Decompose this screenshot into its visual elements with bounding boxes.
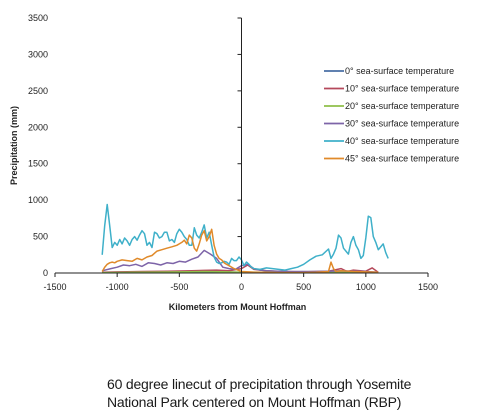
precipitation-chart: 0 500 1000 1500 2000 2500 3000 3500 -1500 -1000 -5… xyxy=(9,13,459,312)
y-tick-label: 500 xyxy=(33,232,48,242)
y-tick-label: 3500 xyxy=(28,13,48,23)
x-tick-label: 1000 xyxy=(356,282,376,292)
legend-label-0: 0° sea-surface temperature xyxy=(345,66,454,76)
y-axis-label: Precipitation (mm) xyxy=(9,106,19,185)
y-tick-label: 2000 xyxy=(28,122,48,132)
x-tick-label: -1500 xyxy=(43,282,66,292)
legend-label-5: 45° sea-surface temperature xyxy=(345,154,459,164)
x-tick-label: 500 xyxy=(296,282,311,292)
y-tick-label: 1500 xyxy=(28,159,48,169)
x-tick-label: -500 xyxy=(170,282,188,292)
y-tick-label: 2500 xyxy=(28,86,48,96)
caption-line-1: 60 degree linecut of precipitation throu… xyxy=(107,376,412,392)
plot-area xyxy=(101,203,389,274)
legend-label-2: 20° sea-surface temperature xyxy=(345,101,459,111)
y-tick-label: 0 xyxy=(43,268,48,278)
y-tick-label: 3000 xyxy=(28,49,48,59)
figure-caption: 60 degree linecut of precipitation throu… xyxy=(107,375,477,411)
legend: 0° sea-surface temperature 10° sea-surfac… xyxy=(324,66,459,164)
x-tick-label: 0 xyxy=(239,282,244,292)
y-tick-label: 1000 xyxy=(28,195,48,205)
legend-label-1: 10° sea-surface temperature xyxy=(345,84,459,94)
legend-label-3: 30° sea-surface temperature xyxy=(345,119,459,129)
x-axis-label: Kilometers from Mount Hoffman xyxy=(169,302,307,312)
x-tick-label: -1000 xyxy=(106,282,129,292)
legend-label-4: 40° sea-surface temperature xyxy=(345,136,459,146)
series-line-4 xyxy=(101,203,389,271)
axes: 0 500 1000 1500 2000 2500 3000 3500 -1500 -1000 -5… xyxy=(28,13,438,292)
caption-line-2: National Park centered on Mount Hoffman … xyxy=(107,394,402,410)
x-tick-label: 1500 xyxy=(418,282,438,292)
